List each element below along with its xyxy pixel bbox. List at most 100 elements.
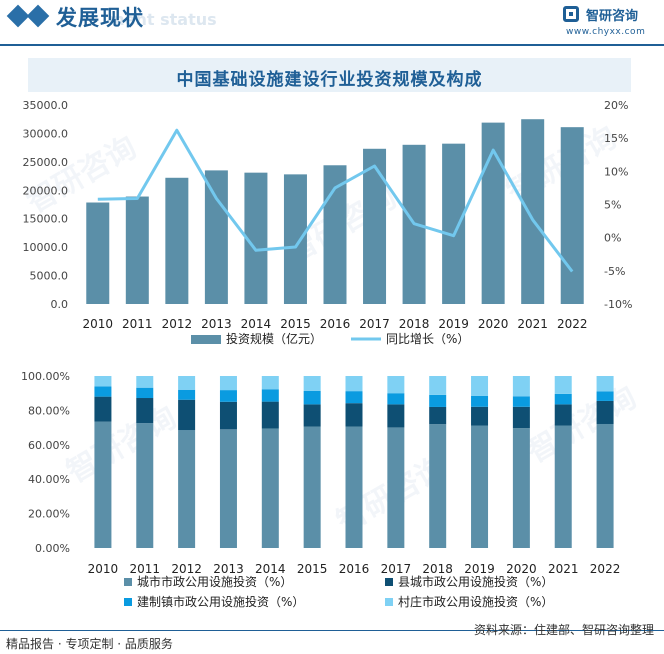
stacked-bar-segment xyxy=(429,376,447,395)
right-axis-tick-label: 5% xyxy=(604,199,621,212)
bar xyxy=(204,170,228,304)
stacked-bar-segment xyxy=(261,389,279,402)
section-title-en: ment status xyxy=(108,10,217,29)
left-axis-tick-label: 20000.0 xyxy=(23,184,69,197)
bar xyxy=(323,165,347,304)
stacked-bar-segment xyxy=(136,398,154,424)
growth-line xyxy=(97,128,574,273)
stacked-bar-segment xyxy=(345,426,363,548)
stacked-bar-segment xyxy=(136,387,154,399)
x-axis-tick-label: 2022 xyxy=(557,317,588,331)
stacked-bar-segment xyxy=(136,423,154,548)
y-axis-tick-label: 80.00% xyxy=(28,404,70,417)
stacked-bar-segment xyxy=(178,376,196,390)
bar xyxy=(442,143,466,304)
x-axis-tick-label: 2020 xyxy=(506,562,537,576)
y-axis-tick-label: 60.00% xyxy=(28,439,70,452)
stacked-bar-segment xyxy=(471,425,489,548)
stacked-bar-segment xyxy=(94,386,112,397)
x-axis-tick-label: 2017 xyxy=(381,562,412,576)
stacked-bar-segment xyxy=(136,376,154,388)
x-axis-tick-label: 2015 xyxy=(297,562,328,576)
x-axis-tick-label: 2012 xyxy=(171,562,202,576)
y-axis-tick-label: 100.00% xyxy=(21,370,70,383)
stacked-bar-segment xyxy=(429,394,447,407)
stacked-bar-segment xyxy=(303,404,321,427)
bar xyxy=(125,196,149,304)
stacked-bar-segment xyxy=(261,428,279,548)
stacked-bar-segment xyxy=(554,425,572,548)
stacked-bar-segment xyxy=(219,376,237,391)
stacked-bar-segment xyxy=(596,376,614,392)
left-axis-tick-label: 0.0 xyxy=(51,298,69,311)
x-axis-tick-label: 2012 xyxy=(162,317,193,331)
right-axis-tick-label: -5% xyxy=(604,265,625,278)
x-axis-tick-label: 2017 xyxy=(359,317,390,331)
stacked-bar-segment xyxy=(554,404,572,426)
x-axis-tick-label: 2016 xyxy=(339,562,370,576)
x-axis-tick-label: 2014 xyxy=(241,317,272,331)
x-axis-tick-label: 2018 xyxy=(422,562,453,576)
stacked-bar-segment xyxy=(471,406,489,426)
x-axis-tick-label: 2014 xyxy=(255,562,286,576)
bar xyxy=(165,177,189,304)
legend-label: 城市市政公用设施投资（%） xyxy=(137,574,292,589)
legend-label: 投资规模（亿元） xyxy=(226,331,322,346)
bar xyxy=(521,119,545,304)
stacked-bar-segment xyxy=(261,376,279,390)
legend-swatch xyxy=(124,598,132,606)
stacked-bar-segment xyxy=(345,391,363,404)
stacked-bar-segment xyxy=(94,421,112,548)
stacked-bar-segment xyxy=(471,376,489,396)
stacked-bar-segment xyxy=(178,430,196,548)
stacked-bar-segment xyxy=(429,406,447,425)
left-axis-tick-label: 5000.0 xyxy=(30,270,69,283)
left-axis-tick-label: 30000.0 xyxy=(23,127,69,140)
stacked-bar-segment xyxy=(178,399,196,431)
x-axis-tick-label: 2010 xyxy=(82,317,113,331)
x-axis-tick-label: 2016 xyxy=(320,317,351,331)
x-axis-tick-label: 2011 xyxy=(129,562,160,576)
right-axis-tick-label: 0% xyxy=(604,232,621,245)
header-divider xyxy=(0,44,664,46)
legend-label: 建制镇市政公用设施投资（%） xyxy=(137,594,304,609)
x-axis-tick-label: 2013 xyxy=(213,562,244,576)
stacked-bar-segment xyxy=(219,429,237,548)
y-axis-tick-label: 0.00% xyxy=(35,542,70,555)
x-axis-tick-label: 2022 xyxy=(590,562,621,576)
chart-title: 中国基础设施建设行业投资规模及构成 xyxy=(176,70,483,90)
stacked-bar-segment xyxy=(554,376,572,394)
right-axis-tick-label: 10% xyxy=(604,165,628,178)
left-axis-tick-label: 10000.0 xyxy=(23,241,69,254)
stacked-bar-segment xyxy=(512,376,530,397)
brand-url: www.chyxx.com xyxy=(566,27,646,37)
x-axis-tick-label: 2010 xyxy=(88,562,119,576)
right-axis-tick-label: -10% xyxy=(604,298,632,311)
stacked-bar-segment xyxy=(387,404,405,428)
x-axis-tick-label: 2013 xyxy=(201,317,232,331)
stacked-bar-segment xyxy=(94,376,112,387)
right-axis-tick-label: 20% xyxy=(604,99,628,112)
legend-swatch xyxy=(385,598,393,606)
stacked-bar-segment xyxy=(512,406,530,429)
legend-swatch xyxy=(385,578,393,586)
stacked-bar-segment xyxy=(512,428,530,548)
stacked-bar-segment xyxy=(345,403,363,427)
stacked-bar-segment xyxy=(387,427,405,548)
stacked-bar-segment xyxy=(387,393,405,405)
y-axis-tick-label: 20.00% xyxy=(28,508,70,521)
stacked-bar-segment xyxy=(94,396,112,422)
footer-tagline: 精品报告 · 专项定制 · 品质服务 xyxy=(6,637,173,651)
x-axis-tick-label: 2021 xyxy=(517,317,548,331)
stacked-bar-segment xyxy=(554,393,572,405)
stacked-bar-segment xyxy=(345,376,363,392)
y-axis-tick-label: 40.00% xyxy=(28,473,70,486)
bar xyxy=(481,122,505,304)
stacked-bar-segment xyxy=(303,376,321,391)
x-axis-tick-label: 2020 xyxy=(478,317,509,331)
left-axis-tick-label: 25000.0 xyxy=(23,156,69,169)
stacked-bar-segment xyxy=(261,401,279,429)
stacked-bar-segment xyxy=(219,401,237,430)
chart-title-band: 中国基础设施建设行业投资规模及构成 xyxy=(28,58,631,92)
